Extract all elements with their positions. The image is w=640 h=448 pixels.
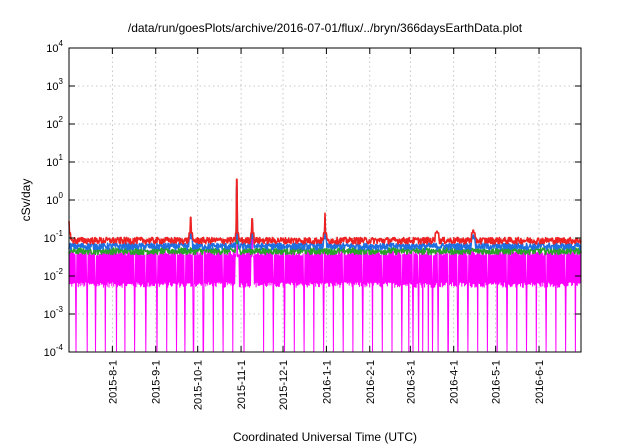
y-tick-label: 10-3 [44, 305, 64, 321]
chart-title: /data/run/goesPlots/archive/2016-07-01/f… [128, 21, 523, 35]
y-axis-label: cSv/day [19, 179, 33, 222]
x-tick-label: 2015-10-1 [193, 360, 205, 410]
x-tick-label: 2016-2-1 [365, 360, 377, 404]
x-tick-label: 2015-11-1 [236, 360, 248, 409]
grid [69, 48, 581, 352]
plot-area [68, 178, 582, 353]
y-tick-label: 101 [46, 153, 63, 169]
x-tick-label: 2015-12-1 [278, 360, 290, 410]
x-axis: 2015-8-1 2015-9-1 2015-10-1 2015-11-1 2015-1… [107, 48, 546, 410]
x-tick-label: 2016-3-1 [405, 360, 417, 404]
y-tick-label: 10-1 [44, 229, 64, 245]
x-tick-label: 2016-5-1 [491, 360, 503, 404]
y-tick-label: 10-4 [44, 343, 64, 359]
y-tick-label: 10-2 [44, 267, 64, 283]
x-tick-label: 2016-1-1 [321, 360, 333, 404]
series-line [68, 178, 582, 245]
x-tick-label: 2015-8-1 [107, 360, 119, 404]
x-tick-label: 2015-9-1 [151, 360, 163, 404]
x-tick-label: 2016-6-1 [534, 360, 546, 404]
series-line [68, 192, 582, 353]
x-axis-label: Coordinated Universal Time (UTC) [233, 430, 417, 444]
y-tick-label: 102 [46, 115, 63, 131]
y-tick-label: 100 [46, 191, 63, 207]
y-axis: 10-4 10-3 10-2 10-1 100 101 102 103 104 [44, 39, 581, 359]
x-tick-label: 2016-4-1 [449, 360, 461, 404]
y-tick-label: 104 [46, 39, 63, 55]
y-tick-label: 103 [46, 77, 63, 93]
